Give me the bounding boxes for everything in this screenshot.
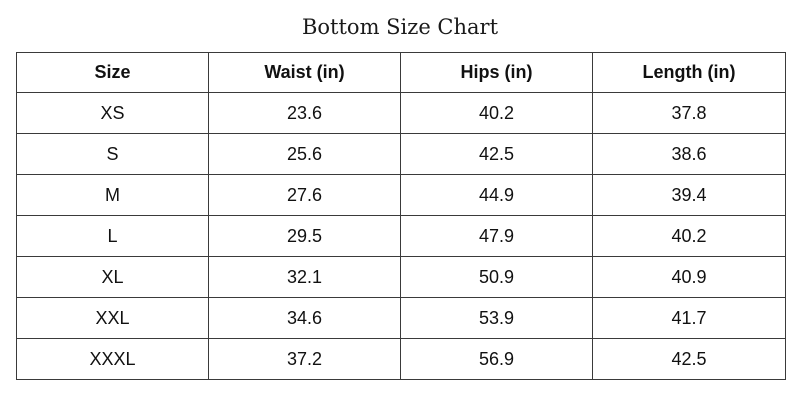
cell-size: XXL (16, 297, 209, 339)
header-length: Length (in) (592, 52, 786, 93)
cell-size: S (16, 133, 209, 175)
cell-hips: 40.2 (400, 92, 593, 134)
size-chart-table: Size Waist (in) Hips (in) Length (in) XS… (16, 52, 786, 380)
cell-length: 38.6 (592, 133, 786, 175)
cell-hips: 56.9 (400, 338, 593, 380)
cell-size: XXXL (16, 338, 209, 380)
header-row: Size Waist (in) Hips (in) Length (in) (16, 52, 786, 93)
cell-length: 37.8 (592, 92, 786, 134)
header-waist: Waist (in) (208, 52, 401, 93)
header-hips: Hips (in) (400, 52, 593, 93)
cell-size: XL (16, 256, 209, 298)
cell-waist: 32.1 (208, 256, 401, 298)
cell-hips: 42.5 (400, 133, 593, 175)
cell-hips: 53.9 (400, 297, 593, 339)
cell-size: L (16, 215, 209, 257)
cell-length: 41.7 (592, 297, 786, 339)
table-row: XL 32.1 50.9 40.9 (16, 256, 786, 298)
cell-hips: 44.9 (400, 174, 593, 216)
cell-hips: 50.9 (400, 256, 593, 298)
cell-waist: 37.2 (208, 338, 401, 380)
cell-length: 40.2 (592, 215, 786, 257)
table-row: XXL 34.6 53.9 41.7 (16, 297, 786, 339)
cell-hips: 47.9 (400, 215, 593, 257)
chart-title: Bottom Size Chart (301, 15, 499, 39)
header-size: Size (16, 52, 209, 93)
cell-size: XS (16, 92, 209, 134)
cell-length: 40.9 (592, 256, 786, 298)
cell-length: 39.4 (592, 174, 786, 216)
cell-waist: 34.6 (208, 297, 401, 339)
table-row: XS 23.6 40.2 37.8 (16, 92, 786, 134)
table-row: XXXL 37.2 56.9 42.5 (16, 338, 786, 380)
cell-waist: 23.6 (208, 92, 401, 134)
cell-waist: 25.6 (208, 133, 401, 175)
cell-waist: 29.5 (208, 215, 401, 257)
table-row: M 27.6 44.9 39.4 (16, 174, 786, 216)
cell-length: 42.5 (592, 338, 786, 380)
cell-size: M (16, 174, 209, 216)
table-row: S 25.6 42.5 38.6 (16, 133, 786, 175)
table-row: L 29.5 47.9 40.2 (16, 215, 786, 257)
cell-waist: 27.6 (208, 174, 401, 216)
